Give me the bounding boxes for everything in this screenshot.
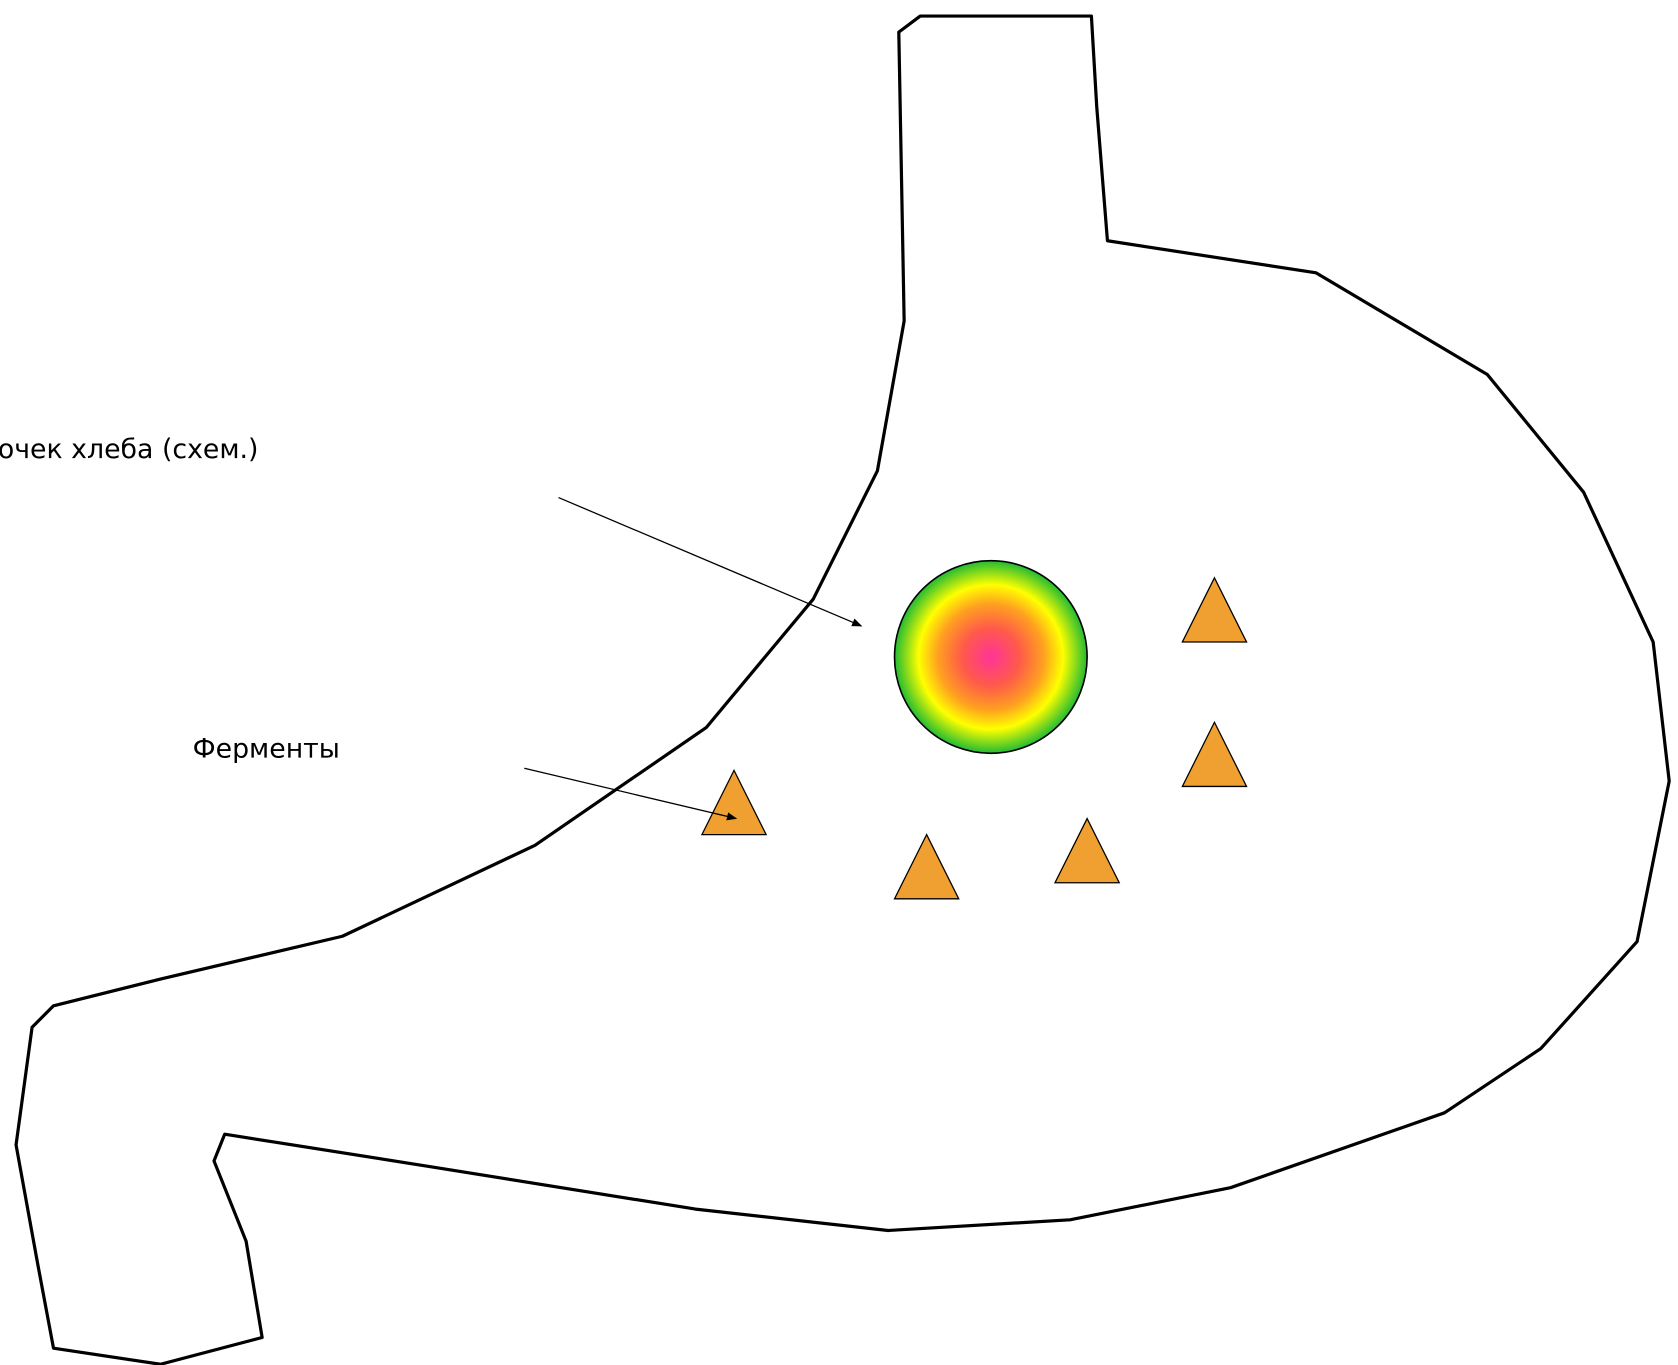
enzyme (1053, 817, 1121, 884)
stomach-outline (14, 14, 1671, 1365)
label: Ферменты (193, 734, 340, 765)
enzyme (1181, 576, 1248, 643)
arrow (558, 496, 863, 627)
enzyme (893, 833, 960, 900)
enzyme (700, 768, 768, 836)
enzyme (1181, 720, 1248, 788)
bread-piece (893, 559, 1088, 755)
arrow (524, 767, 738, 821)
enzymes (700, 576, 1248, 900)
diagram-body: очек хлеба (схем.) Ферменты (0, 14, 1671, 1365)
label: очек хлеба (схем.) (0, 434, 258, 465)
